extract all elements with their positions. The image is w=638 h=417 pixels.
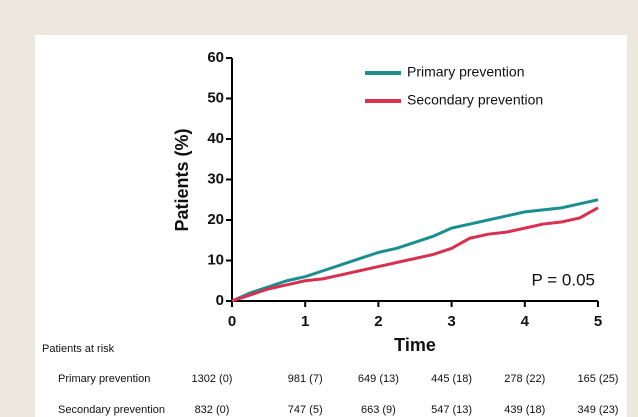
x-tick-label: 0	[228, 313, 236, 330]
y-tick-label: 10	[207, 251, 224, 268]
risk-value: 547 (13)	[431, 404, 472, 416]
y-tick-label: 30	[207, 170, 224, 187]
risk-value: 1302 (0)	[192, 373, 233, 385]
risk-value: 165 (25)	[578, 373, 619, 385]
risk-table-title: Patients at risk	[42, 343, 115, 355]
y-axis-label: Patients (%)	[172, 128, 192, 231]
x-tick-label: 1	[301, 313, 309, 330]
risk-value: 663 (9)	[361, 404, 396, 416]
x-axis-label: Time	[394, 335, 436, 355]
x-tick-label: 3	[447, 313, 455, 330]
y-tick-label: 40	[207, 130, 224, 147]
y-tick-label: 60	[207, 49, 224, 66]
y-tick-label: 20	[207, 211, 224, 228]
y-tick-label: 50	[207, 89, 224, 106]
legend-label: Primary prevention	[407, 64, 525, 80]
series-line	[231, 206, 599, 303]
risk-row-name: Secondary prevention	[58, 404, 165, 416]
x-tick-label: 5	[594, 313, 602, 330]
risk-value: 439 (18)	[504, 404, 545, 416]
x-tick-label: 4	[521, 313, 530, 330]
legend-label: Secondary prevention	[407, 92, 543, 108]
y-tick-label: 0	[216, 292, 224, 309]
risk-value: 445 (18)	[431, 373, 472, 385]
risk-value: 981 (7)	[288, 373, 323, 385]
risk-value: 747 (5)	[288, 404, 323, 416]
x-tick-label: 2	[374, 313, 382, 330]
risk-value: 832 (0)	[195, 404, 230, 416]
risk-value: 278 (22)	[504, 373, 545, 385]
risk-row-name: Primary prevention	[58, 373, 150, 385]
annotation: P = 0.05	[532, 270, 596, 289]
risk-value: 349 (23)	[578, 404, 619, 416]
series-line	[231, 198, 599, 303]
risk-value: 649 (13)	[358, 373, 399, 385]
